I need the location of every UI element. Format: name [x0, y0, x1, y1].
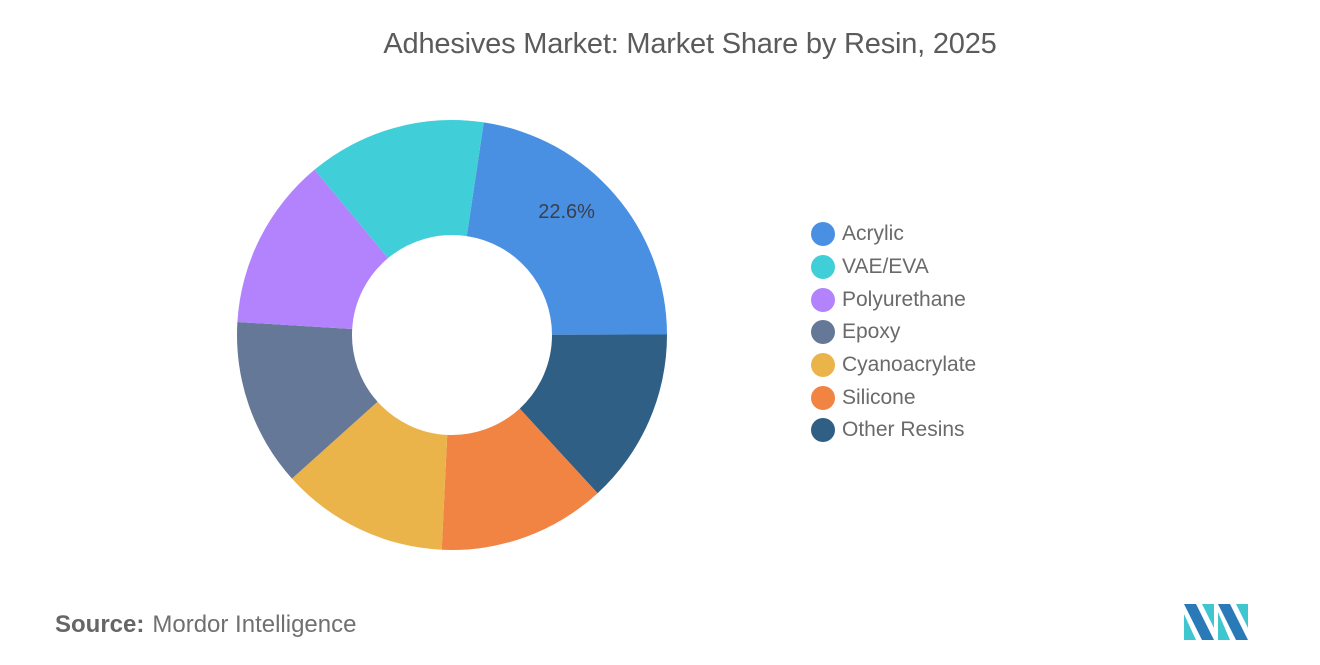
chart-legend: Acrylic VAE/EVA Polyurethane Epoxy Cyano…	[811, 218, 976, 447]
donut-slice-cyanoacrylate[interactable]	[291, 401, 448, 550]
donut-slice-silicone[interactable]	[441, 408, 598, 550]
legend-item-epoxy[interactable]: Epoxy	[811, 316, 976, 349]
legend-item-cyanoacrylate[interactable]: Cyanoacrylate	[811, 349, 976, 382]
donut-slice-epoxy[interactable]	[237, 322, 378, 479]
legend-label: VAE/EVA	[842, 255, 929, 279]
legend-label: Acrylic	[842, 222, 904, 246]
legend-label: Cyanoacrylate	[842, 353, 977, 377]
legend-item-vae-eva[interactable]: VAE/EVA	[811, 251, 976, 284]
legend-label: Polyurethane	[842, 287, 966, 311]
legend-swatch-icon	[811, 418, 835, 443]
donut-slice-other-resins[interactable]	[519, 334, 667, 494]
donut-data-labels: 22.6%	[538, 201, 595, 223]
source-label: Source:	[55, 611, 145, 638]
mordor-intelligence-logo-icon	[1184, 604, 1248, 640]
donut-slice-vae-eva[interactable]	[314, 120, 484, 259]
legend-label: Epoxy	[842, 320, 901, 344]
legend-label: Other Resins	[842, 418, 965, 442]
source-note: Source: Mordor Intelligence	[55, 611, 356, 639]
donut-slice-acrylic[interactable]	[466, 122, 667, 335]
source-value: Mordor Intelligence	[152, 611, 357, 638]
legend-swatch-icon	[811, 353, 835, 378]
slice-data-label: 22.6%	[538, 201, 595, 223]
legend-item-silicone[interactable]: Silicone	[811, 381, 976, 414]
legend-swatch-icon	[811, 385, 835, 410]
donut-chart: 22.6%	[237, 120, 667, 550]
legend-item-other-resins[interactable]: Other Resins	[811, 414, 976, 447]
legend-swatch-icon	[811, 320, 835, 345]
legend-swatch-icon	[811, 287, 835, 312]
donut-slices	[237, 120, 667, 550]
legend-item-polyurethane[interactable]: Polyurethane	[811, 283, 976, 316]
chart-title: Adhesives Market: Market Share by Resin,…	[383, 28, 997, 60]
legend-item-acrylic[interactable]: Acrylic	[811, 218, 976, 251]
legend-label: Silicone	[842, 385, 916, 409]
legend-swatch-icon	[811, 222, 835, 247]
legend-swatch-icon	[811, 255, 835, 280]
donut-slice-polyurethane[interactable]	[237, 169, 389, 329]
